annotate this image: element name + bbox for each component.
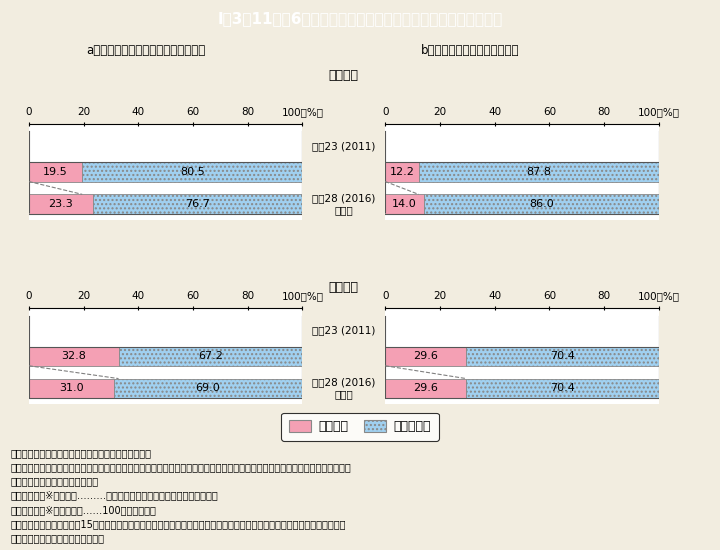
- Bar: [82, 162, 302, 182]
- Bar: [114, 378, 302, 398]
- Text: 12.2: 12.2: [390, 167, 414, 177]
- Bar: [385, 378, 466, 398]
- Bar: [385, 194, 423, 213]
- Text: 19.5: 19.5: [43, 167, 68, 177]
- Text: 32.8: 32.8: [61, 351, 86, 361]
- Text: b．夫が有業で妻が無業の世帯: b．夫が有業で妻が無業の世帯: [421, 43, 520, 57]
- Text: 70.4: 70.4: [550, 383, 575, 393]
- Text: に留意が必要である。: に留意が必要である。: [11, 534, 105, 543]
- Text: 80.5: 80.5: [180, 167, 204, 177]
- Text: ２．「夫婦と子供の世帯」における６歳未満の子供を持つ夫の１日当たりの家事関連（「家事」及び「育児」）の行動者: ２．「夫婦と子供の世帯」における６歳未満の子供を持つ夫の１日当たりの家事関連（「…: [11, 462, 351, 472]
- Bar: [29, 378, 114, 398]
- Text: 29.6: 29.6: [413, 351, 438, 361]
- Text: （年）: （年）: [334, 389, 354, 399]
- Text: a．妻・夫共に有業（共働き）の世帯: a．妻・夫共に有業（共働き）の世帯: [86, 43, 206, 57]
- Text: 67.2: 67.2: [198, 351, 223, 361]
- Text: ※非行動者率……100％－行動者率: ※非行動者率……100％－行動者率: [11, 505, 157, 515]
- Bar: [93, 194, 302, 213]
- Text: 14.0: 14.0: [392, 199, 417, 209]
- Bar: [418, 162, 659, 182]
- Bar: [29, 162, 82, 182]
- Text: 平成28 (2016): 平成28 (2016): [312, 193, 376, 203]
- Text: 〈家事〉: 〈家事〉: [329, 69, 359, 82]
- Text: 23.3: 23.3: [48, 199, 73, 209]
- Bar: [119, 346, 302, 366]
- Bar: [385, 346, 466, 366]
- Text: 70.4: 70.4: [550, 351, 575, 361]
- Text: 平成23 (2011): 平成23 (2011): [312, 325, 376, 335]
- Bar: [29, 346, 119, 366]
- Text: 76.7: 76.7: [185, 199, 210, 209]
- Text: ※行動者率………該当する種類の行動をした人の割合（％）: ※行動者率………該当する種類の行動をした人の割合（％）: [11, 491, 219, 501]
- Text: 87.8: 87.8: [526, 167, 552, 177]
- Bar: [385, 162, 418, 182]
- Text: 平成28 (2016): 平成28 (2016): [312, 377, 376, 387]
- Text: 率（週全体平均）。: 率（週全体平均）。: [11, 476, 99, 486]
- Text: ３．本調査では，15分単位で行動を報告することとなっているため，短時間の行動は報告されない可能性があること: ３．本調査では，15分単位で行動を報告することとなっているため，短時間の行動は報…: [11, 519, 346, 529]
- Bar: [29, 194, 93, 213]
- Text: 〈育児〉: 〈育児〉: [329, 280, 359, 294]
- Text: （備考）１．総務省「社会生活基本調査」より作成。: （備考）１．総務省「社会生活基本調査」より作成。: [11, 448, 152, 458]
- Text: （年）: （年）: [334, 205, 354, 215]
- Text: 86.0: 86.0: [528, 199, 554, 209]
- Text: 29.6: 29.6: [413, 383, 438, 393]
- Bar: [466, 378, 659, 398]
- Text: 平成23 (2011): 平成23 (2011): [312, 141, 376, 151]
- Text: 69.0: 69.0: [196, 383, 220, 393]
- Text: I－3－11図　6歳未満の子供を持つ夫の家事・育児関連行動者率: I－3－11図 6歳未満の子供を持つ夫の家事・育児関連行動者率: [217, 11, 503, 26]
- Bar: [466, 346, 659, 366]
- Text: 31.0: 31.0: [59, 383, 84, 393]
- Bar: [423, 194, 659, 213]
- Legend: 行動者率, 非行動者率: 行動者率, 非行動者率: [282, 412, 438, 441]
